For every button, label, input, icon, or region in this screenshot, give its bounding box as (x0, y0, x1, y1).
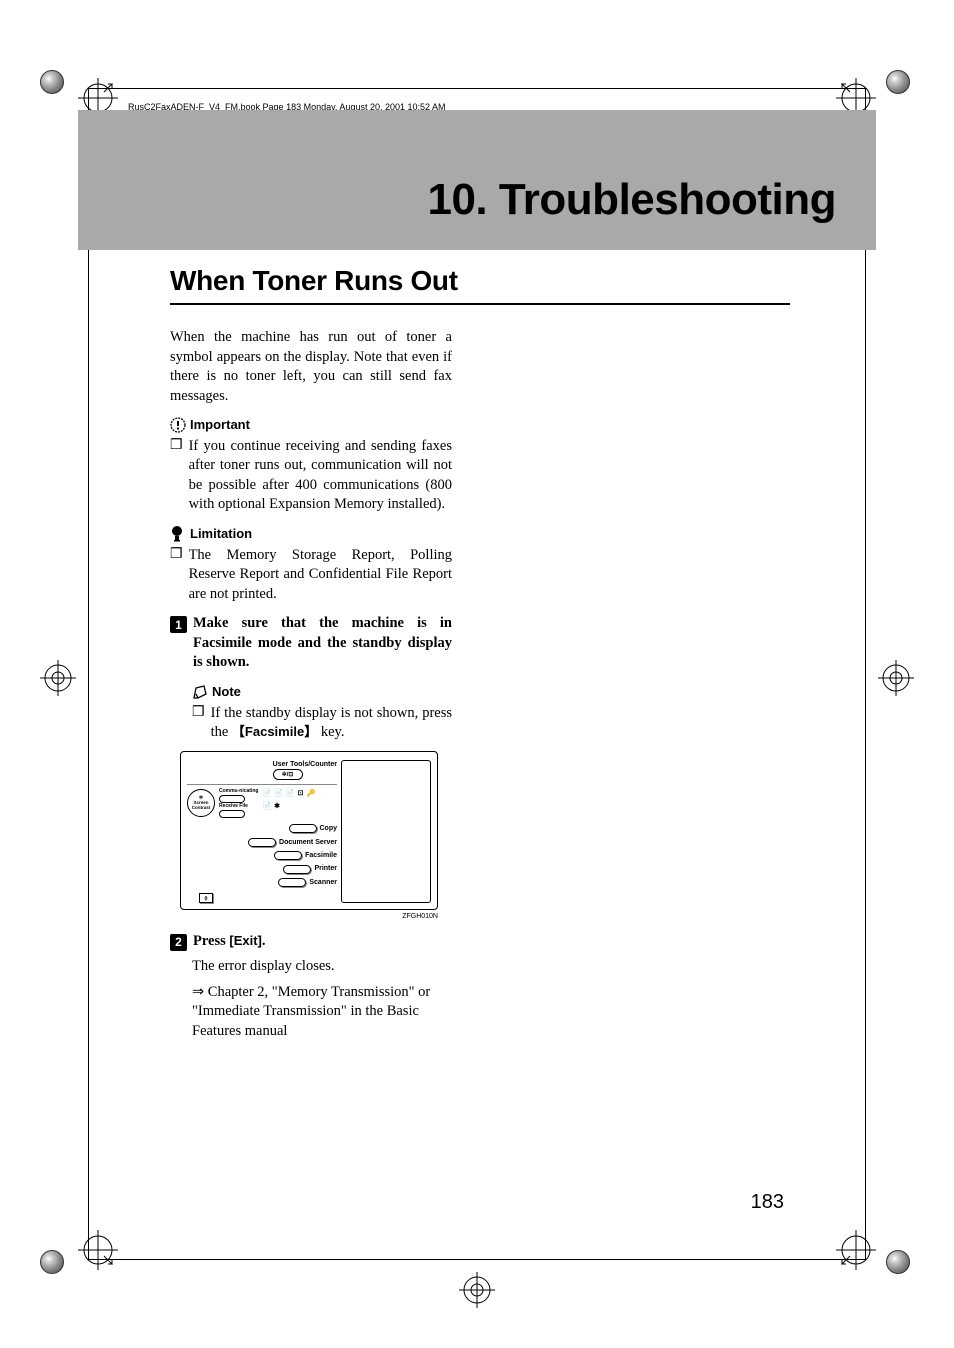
reference-text: ⇒ Chapter 2, "Memory Transmission" or "I… (192, 983, 452, 1042)
limitation-text: The Memory Storage Report, Polling Reser… (189, 546, 452, 605)
section-title: When Toner Runs Out (170, 265, 790, 305)
registration-mark-bottom (459, 1272, 495, 1308)
crop-mark-tl (40, 70, 68, 98)
crop-mark-bl (40, 1250, 68, 1278)
crop-arrow-bl (78, 1230, 118, 1270)
step-number-1: 1 (170, 616, 187, 633)
important-label: Important (190, 416, 250, 434)
communicating-label: Commu-nicating (219, 789, 258, 794)
content-column: When the machine has run out of toner a … (170, 328, 452, 1044)
panel-small-button (219, 795, 245, 803)
step-2-suffix: . (262, 933, 266, 949)
step-2-text: Press [Exit]. (193, 932, 452, 952)
figure-caption: ZFGH010N (180, 912, 438, 921)
intro-paragraph: When the machine has run out of toner a … (170, 328, 452, 406)
step-1: 1 Make sure that the machine is in Facsi… (170, 614, 452, 673)
user-tools-label: User Tools/Counter (273, 760, 337, 769)
step-2: 2 Press [Exit]. (170, 932, 452, 952)
important-text: If you continue receiving and sending fa… (189, 437, 452, 515)
page-number: 183 (751, 1191, 784, 1214)
note-label: Note (212, 683, 241, 701)
important-heading: Important (170, 416, 452, 434)
receive-file-label: Receive File (219, 804, 258, 809)
panel-small-button (219, 810, 245, 818)
step-2-prefix: Press (193, 933, 229, 949)
panel-display-area (341, 760, 431, 904)
crop-arrow-br (836, 1230, 876, 1270)
mode-button-copy: Copy (289, 824, 338, 833)
step-number-2: 2 (170, 934, 187, 951)
crop-mark-tr (886, 70, 914, 98)
note-suffix: key. (317, 724, 344, 740)
registration-mark-left (40, 660, 76, 696)
step-2-result: The error display closes. (192, 957, 452, 977)
mode-button-printer: Printer (283, 864, 337, 873)
note-text: If the standby display is not shown, pre… (211, 704, 452, 743)
limitation-bullet: ❒ The Memory Storage Report, Polling Res… (170, 546, 452, 605)
panel-status-icons: 📄📄📄 ⊡🔑📄✱ (262, 789, 322, 811)
limitation-label: Limitation (190, 525, 252, 543)
bullet-icon: ❒ (192, 704, 205, 743)
chapter-title: 10. Troubleshooting (427, 175, 836, 225)
note-bullet: ❒ If the standby display is not shown, p… (192, 704, 452, 743)
mode-button-document-server: Document Server (248, 838, 337, 847)
facsimile-key: 【Facsimile】 (232, 724, 317, 739)
limitation-heading: Limitation (170, 525, 452, 543)
panel-arrow-button: ⬨ (199, 893, 213, 903)
bullet-icon: ❒ (170, 437, 183, 515)
control-panel-figure: User Tools/Counter ✲/⊡ ✲ Screen Contrast… (180, 751, 438, 922)
screen-contrast-dial: ✲ Screen Contrast (187, 789, 215, 817)
exit-key: [Exit] (229, 933, 262, 948)
limitation-icon (170, 526, 186, 542)
user-tools-button: ✲/⊡ (273, 769, 303, 780)
mode-button-scanner: Scanner (278, 878, 337, 887)
crop-mark-br (886, 1250, 914, 1278)
step-1-text: Make sure that the machine is in Facsimi… (193, 614, 452, 673)
chapter-banner: 10. Troubleshooting (78, 110, 876, 250)
important-icon (170, 417, 186, 433)
registration-mark-right (878, 660, 914, 696)
mode-button-facsimile: Facsimile (274, 851, 337, 860)
note-icon (192, 684, 208, 700)
important-bullet: ❒ If you continue receiving and sending … (170, 437, 452, 515)
note-heading: Note (192, 683, 452, 701)
bullet-icon: ❒ (170, 546, 183, 605)
